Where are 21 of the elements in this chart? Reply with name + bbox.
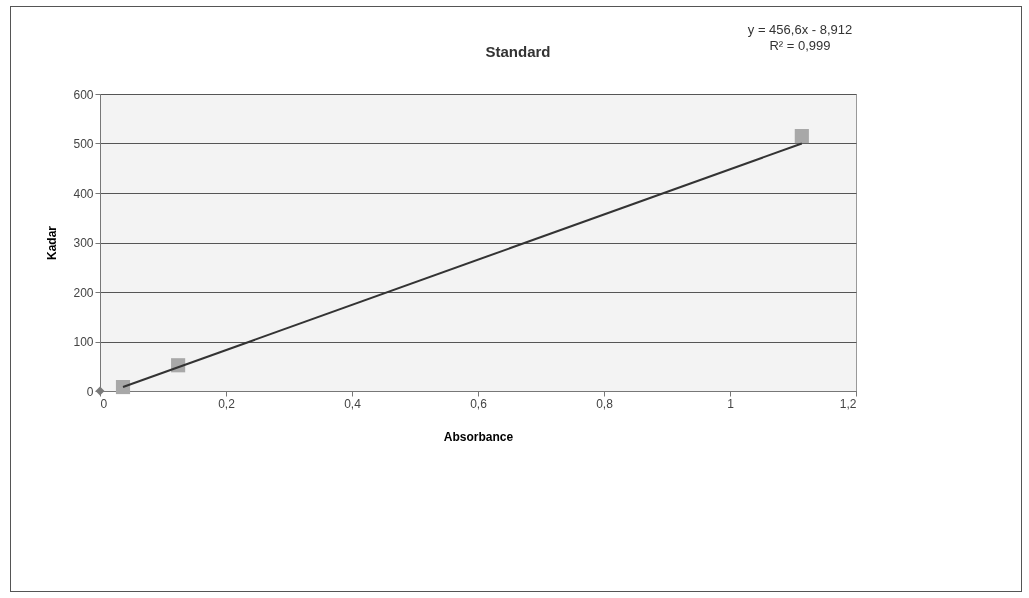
y-axis-title: Kadar xyxy=(45,225,60,261)
x-tick-label: 0,2 xyxy=(218,396,236,411)
x-tick-label: 0 xyxy=(100,396,108,411)
x-tick-label: 0,6 xyxy=(470,396,488,411)
x-tick-label: 0,8 xyxy=(596,396,614,411)
x-axis-title: Absorbance xyxy=(443,429,514,444)
x-tick-label: 1 xyxy=(727,396,735,411)
y-tick-label: 400 xyxy=(73,186,94,201)
y-tick-label: 0 xyxy=(86,384,94,399)
point xyxy=(794,129,809,144)
text: y = 456,6x - 8,912 xyxy=(746,22,854,38)
point xyxy=(115,379,131,395)
y-tick-label: 300 xyxy=(73,236,94,250)
x-tick-label: 0,4 xyxy=(344,396,362,411)
y-tick-label: 100 xyxy=(73,335,94,349)
y-tick-label: 500 xyxy=(73,137,94,151)
y-tick-label: 200 xyxy=(73,285,94,300)
chart-title: Standard xyxy=(485,43,551,60)
x-tick-label: 1,2 xyxy=(839,396,857,411)
text: R² = 0,999 xyxy=(768,38,832,54)
y-tick-label: 600 xyxy=(73,87,94,102)
